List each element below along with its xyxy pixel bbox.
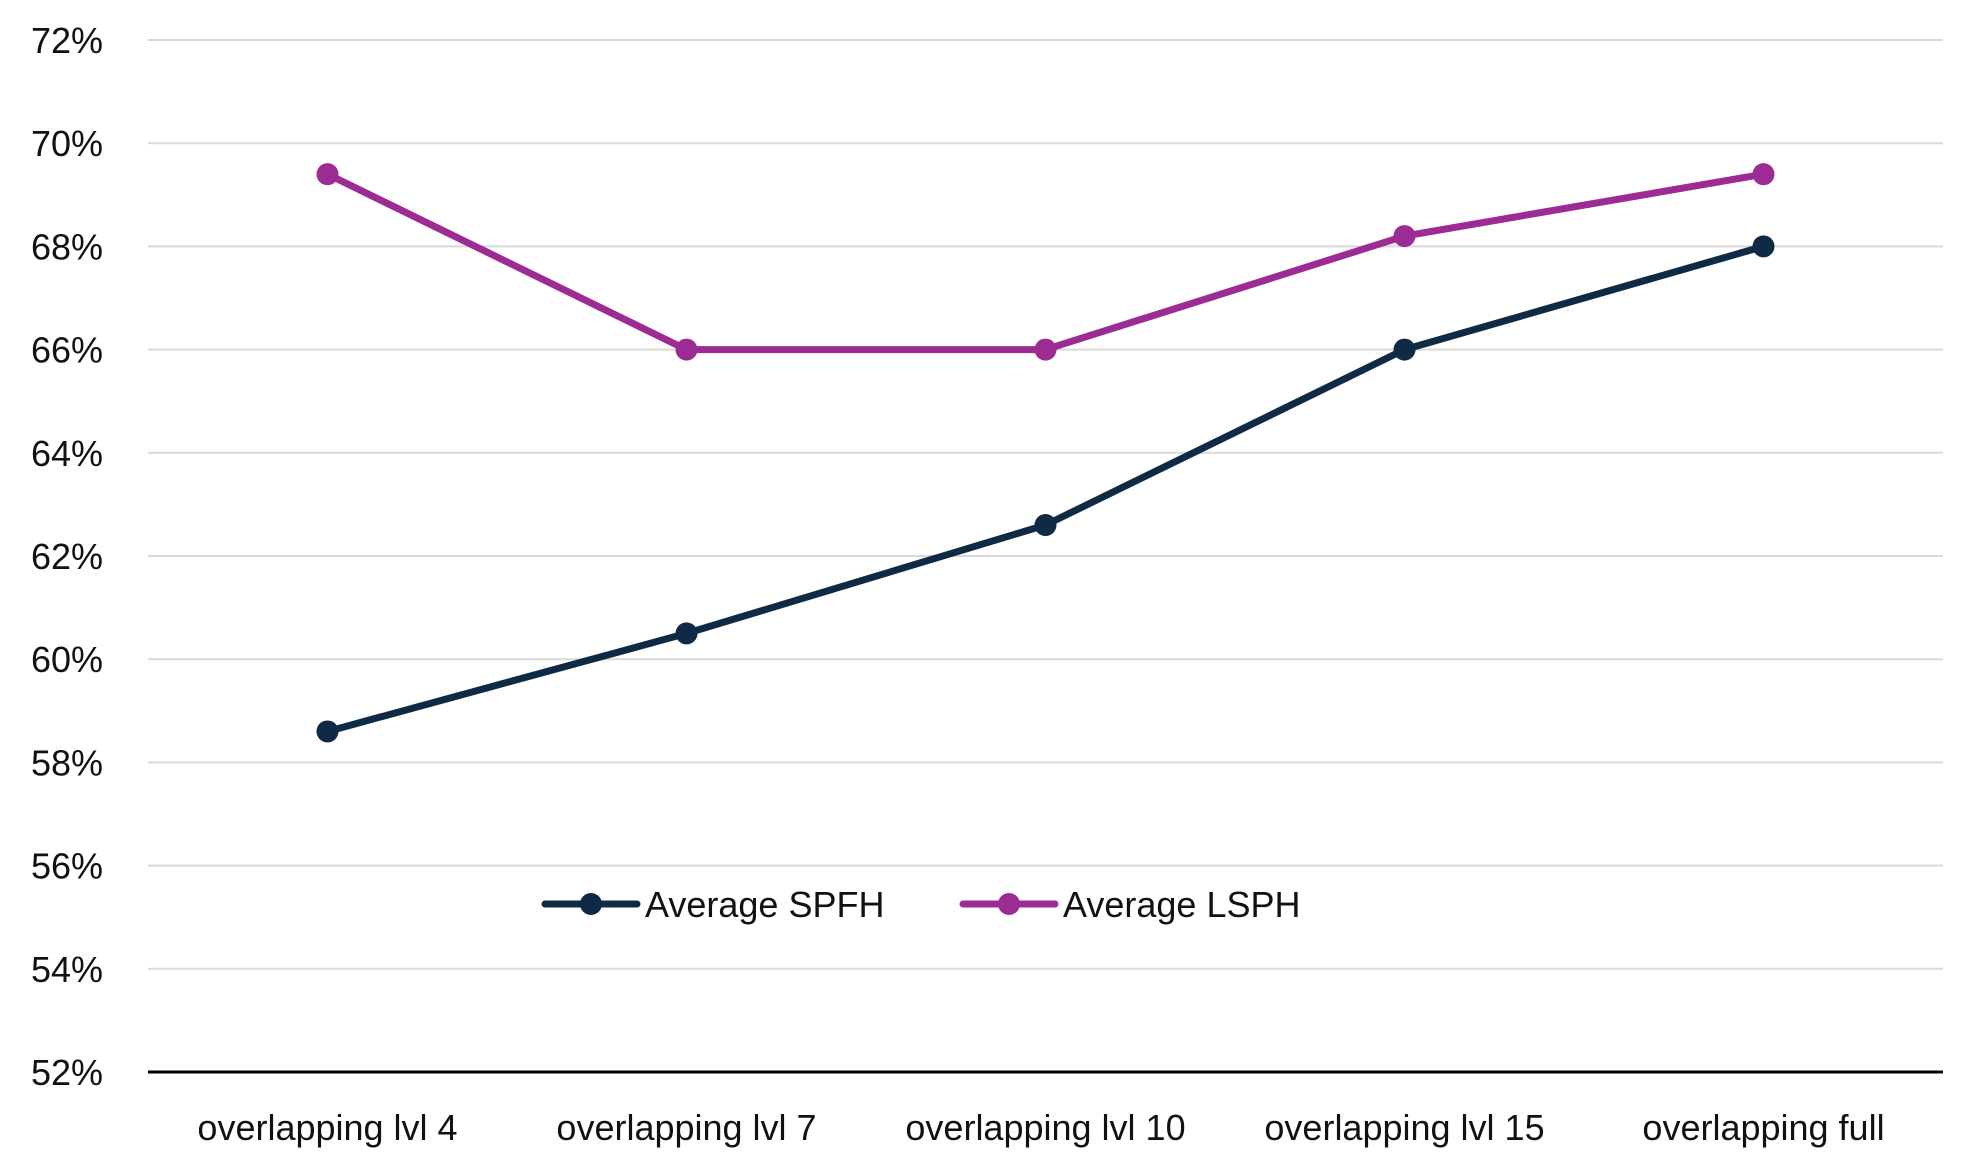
y-tick-label: 72% (31, 20, 103, 61)
x-tick-label: overlapping lvl 7 (556, 1107, 816, 1148)
y-tick-label: 68% (31, 226, 103, 267)
data-point (675, 622, 698, 645)
y-tick-label: 66% (31, 330, 103, 371)
data-point (1752, 163, 1775, 186)
legend-entry: Average LSPH (959, 884, 1300, 925)
data-point (316, 720, 339, 743)
legend-label: Average LSPH (1063, 884, 1300, 925)
data-point (1393, 338, 1416, 361)
data-point (1034, 514, 1057, 537)
series-1 (316, 235, 1775, 743)
data-point (316, 163, 339, 186)
y-tick-label: 56% (31, 846, 103, 887)
y-tick-label: 54% (31, 949, 103, 990)
data-point (1034, 338, 1057, 361)
legend-label: Average SPFH (645, 884, 884, 925)
x-axis-ticks: overlapping lvl 4 overlapping lvl 7 overla… (197, 1107, 1884, 1148)
gridlines (148, 39, 1943, 970)
x-tick-label: overlapping lvl 10 (905, 1107, 1185, 1148)
series-line (324, 170, 1767, 354)
legend-entry: Average SPFH (541, 884, 884, 925)
y-tick-label: 60% (31, 639, 103, 680)
y-tick-label: 62% (31, 536, 103, 577)
y-tick-label: 64% (31, 433, 103, 474)
y-tick-label: 52% (31, 1052, 103, 1093)
y-tick-label: 70% (31, 123, 103, 164)
y-axis-ticks: 52% 54% 56% 58% 60% 62% 64% 66% 68% 70% 72% (31, 20, 103, 1093)
data-point (1752, 235, 1775, 258)
legend-swatch-marker (580, 893, 602, 915)
data-point (675, 338, 698, 361)
legend: Average SPFH Average LSPH (541, 884, 1300, 925)
data-point (1393, 225, 1416, 248)
legend-swatch-marker (998, 893, 1020, 915)
x-tick-label: overlapping full (1642, 1107, 1884, 1148)
x-tick-label: overlapping lvl 4 (197, 1107, 457, 1148)
y-tick-label: 58% (31, 742, 103, 783)
series-lines (316, 163, 1775, 743)
x-tick-label: overlapping lvl 15 (1264, 1107, 1544, 1148)
series-2 (316, 163, 1775, 361)
